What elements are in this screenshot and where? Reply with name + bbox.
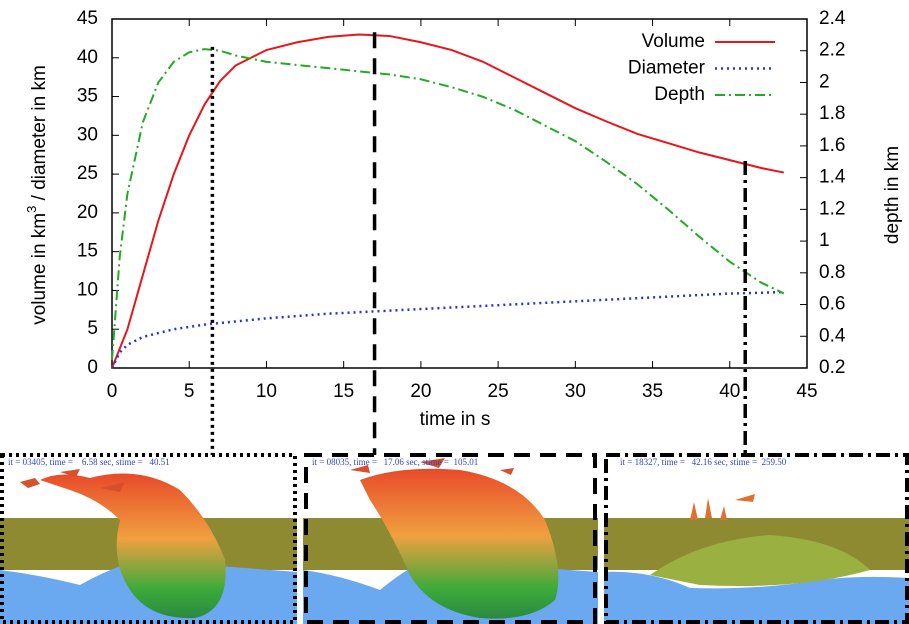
y2-tick-label: 1.2: [819, 198, 845, 219]
panel-caption: it = 08035, time = 17.06 sec, stime = 10…: [312, 457, 478, 467]
y-tick-label: 35: [77, 86, 98, 107]
y-tick-label: 20: [77, 202, 98, 223]
legend-label: Volume: [642, 31, 705, 52]
x-tick-label: 25: [488, 381, 509, 402]
y2-tick-label: 1.6: [819, 135, 845, 156]
x-tick-label: 45: [796, 381, 817, 402]
y-tick-label: 15: [77, 241, 98, 262]
panel: it = 18327, time = 42.16 sec, stime = 25…: [604, 453, 909, 624]
y-axis-title-sup: 3: [24, 206, 39, 213]
y2-tick-label: 0.2: [819, 357, 845, 378]
y-tick-label: 5: [87, 318, 98, 339]
y2-tick-label: 0.8: [819, 262, 845, 283]
panel: it = 08035, time = 17.06 sec, stime = 10…: [303, 453, 598, 624]
y2-tick-label: 2.2: [819, 40, 845, 61]
x-tick-label: 15: [333, 381, 354, 402]
y2-tick-label: 2.4: [819, 8, 846, 29]
y-axis-title-part: volume in km: [29, 213, 50, 325]
y2-tick-label: 1: [819, 230, 830, 251]
plot-frame: [111, 18, 808, 369]
panel-caption: it = 18327, time = 42.16 sec, stime = 25…: [620, 457, 787, 467]
y-tick-label: 25: [77, 163, 98, 184]
y-axis-title: volume in km3 / diameter in km: [24, 65, 50, 325]
legend-label: Depth: [654, 84, 705, 105]
y-tick-label: 45: [77, 8, 98, 29]
x-tick-label: 20: [410, 381, 431, 402]
x-tick-label: 5: [184, 381, 195, 402]
x-tick-label: 40: [719, 381, 740, 402]
x-tick-label: 30: [565, 381, 586, 402]
x-tick-label: 35: [642, 381, 663, 402]
x-tick-label: 10: [256, 381, 277, 402]
y2-tick-label: 0.6: [819, 294, 845, 315]
y2-tick-label: 1.8: [819, 103, 845, 124]
y2-tick-label: 1.4: [819, 167, 846, 188]
panel: it = 03405, time = 6.58 sec, stime = 40.…: [0, 453, 297, 624]
x-tick-label: 0: [107, 381, 118, 402]
y-axis-title-part: / diameter in km: [29, 65, 50, 205]
legend-label: Diameter: [628, 58, 706, 79]
y2-axis-title: depth in km: [882, 146, 903, 244]
y-tick-label: 10: [77, 279, 98, 300]
x-axis-title: time in s: [420, 409, 491, 430]
y-tick-label: 40: [77, 47, 98, 68]
y-tick-label: 30: [77, 124, 98, 145]
y-tick-label: 0: [87, 357, 98, 378]
y2-tick-label: 0.4: [819, 325, 846, 346]
panel-caption: it = 03405, time = 6.58 sec, stime = 40.…: [8, 457, 170, 467]
y2-tick-label: 2: [819, 71, 830, 92]
